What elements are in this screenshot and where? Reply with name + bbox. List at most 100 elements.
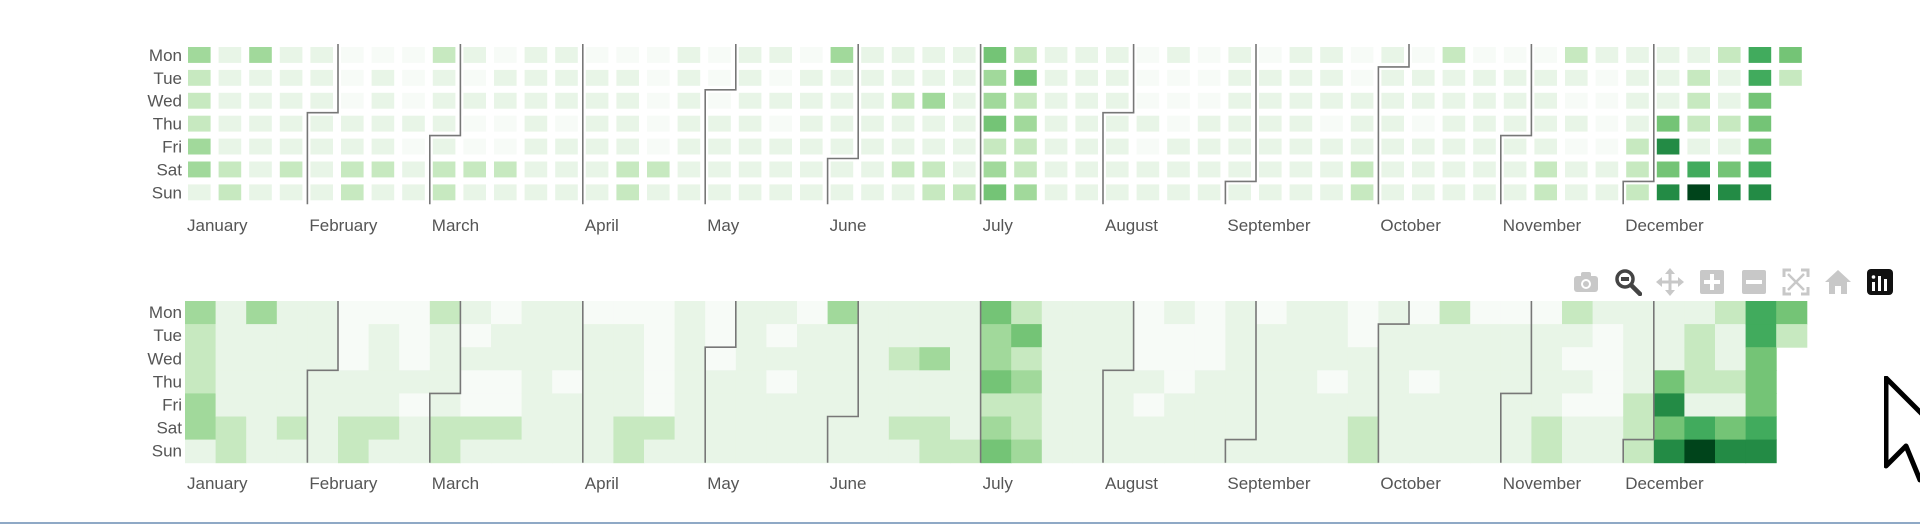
heatmap-cell[interactable] (1500, 416, 1532, 441)
heatmap-cell[interactable] (858, 347, 890, 371)
heatmap-cell[interactable] (1072, 347, 1104, 371)
heatmap-cell[interactable] (279, 138, 303, 155)
heatmap-cell[interactable] (922, 115, 945, 132)
heatmap-cell[interactable] (1286, 347, 1318, 371)
heatmap-cell[interactable] (1412, 69, 1435, 86)
heatmap-cell[interactable] (1503, 115, 1527, 132)
heatmap-cell[interactable] (1011, 301, 1043, 325)
heatmap-cell[interactable] (1562, 393, 1594, 417)
heatmap-cell[interactable] (1011, 393, 1043, 417)
heatmap-cell[interactable] (249, 161, 272, 178)
heatmap-cell[interactable] (1595, 92, 1619, 109)
heatmap-cell[interactable] (1595, 115, 1619, 132)
heatmap-cell[interactable] (524, 161, 548, 178)
heatmap-cell[interactable] (368, 393, 400, 417)
heatmap-cell[interactable] (494, 184, 517, 201)
heatmap-cell[interactable] (463, 115, 486, 132)
heatmap-cell[interactable] (429, 324, 461, 348)
pan-button[interactable] (1652, 264, 1688, 300)
heatmap-cell[interactable] (338, 370, 370, 394)
heatmap-cell[interactable] (705, 416, 737, 441)
heatmap-cell[interactable] (1350, 115, 1374, 132)
heatmap-cell[interactable] (1748, 184, 1772, 201)
heatmap-cell[interactable] (1623, 347, 1655, 371)
heatmap-cell[interactable] (953, 138, 976, 155)
heatmap-cell[interactable] (1044, 47, 1068, 63)
heatmap-cell[interactable] (1167, 184, 1190, 201)
heatmap-cell[interactable] (1011, 416, 1043, 441)
heatmap-cell[interactable] (1164, 416, 1196, 441)
heatmap-cell[interactable] (827, 439, 859, 464)
heatmap-cell[interactable] (950, 393, 982, 417)
heatmap-cell[interactable] (1286, 324, 1318, 348)
heatmap-cell[interactable] (276, 439, 308, 464)
heatmap-cell[interactable] (922, 69, 945, 86)
heatmap-cell[interactable] (705, 347, 737, 371)
heatmap-cell[interactable] (1228, 138, 1251, 155)
heatmap-cell[interactable] (341, 47, 364, 63)
heatmap-cell[interactable] (613, 347, 645, 371)
heatmap-cell[interactable] (1626, 184, 1649, 201)
heatmap-cell[interactable] (460, 416, 492, 441)
heatmap-cell[interactable] (1347, 347, 1379, 371)
heatmap-cell[interactable] (738, 92, 762, 109)
heatmap-cell[interactable] (1409, 324, 1441, 348)
heatmap-cell[interactable] (1256, 301, 1288, 325)
heatmap-cell[interactable] (1167, 138, 1190, 155)
heatmap-cell[interactable] (1592, 301, 1624, 325)
heatmap-cell[interactable] (215, 347, 247, 371)
heatmap-cell[interactable] (616, 92, 639, 109)
heatmap-cell[interactable] (246, 393, 278, 417)
heatmap-cell[interactable] (1289, 115, 1313, 132)
heatmap-cell[interactable] (1656, 115, 1680, 132)
heatmap-cell[interactable] (402, 161, 425, 178)
heatmap-cell[interactable] (341, 184, 364, 201)
heatmap-cell[interactable] (1503, 69, 1527, 86)
heatmap-cell[interactable] (1592, 439, 1624, 464)
heatmap-cell[interactable] (797, 439, 829, 464)
heatmap-cell[interactable] (215, 439, 247, 464)
heatmap-cell[interactable] (1592, 393, 1624, 417)
heatmap-cell[interactable] (368, 347, 400, 371)
heatmap-cell[interactable] (249, 184, 272, 201)
heatmap-cell[interactable] (919, 416, 951, 441)
heatmap-cell[interactable] (1718, 115, 1741, 132)
heatmap-cell[interactable] (797, 301, 829, 325)
heatmap-cell[interactable] (1656, 161, 1680, 178)
heatmap-cell[interactable] (766, 324, 798, 348)
heatmap-cell[interactable] (1259, 92, 1282, 109)
heatmap-cell[interactable] (1041, 370, 1073, 394)
heatmap-cell[interactable] (1592, 370, 1624, 394)
heatmap-cell[interactable] (888, 393, 920, 417)
heatmap-cell[interactable] (1684, 324, 1716, 348)
heatmap-cell[interactable] (1473, 184, 1496, 201)
heatmap-cell[interactable] (1133, 347, 1165, 371)
heatmap-cell[interactable] (585, 92, 609, 109)
heatmap-cell[interactable] (980, 439, 1012, 464)
heatmap-cell[interactable] (1136, 69, 1160, 86)
heatmap-cell[interactable] (677, 184, 701, 201)
heatmap-cell[interactable] (521, 301, 553, 325)
heatmap-cell[interactable] (674, 370, 706, 394)
zoom-in-button[interactable] (1694, 264, 1730, 300)
heatmap-cell[interactable] (950, 301, 982, 325)
heatmap-cell[interactable] (1259, 47, 1282, 63)
heatmap-cell[interactable] (953, 92, 976, 109)
heatmap-cell[interactable] (399, 324, 431, 348)
heatmap-cell[interactable] (797, 324, 829, 348)
heatmap-cell[interactable] (185, 347, 217, 371)
heatmap-cell[interactable] (582, 324, 614, 348)
heatmap-cell[interactable] (1228, 92, 1251, 109)
heatmap-cell[interactable] (1381, 69, 1404, 86)
heatmap-cell[interactable] (307, 347, 339, 371)
heatmap-cell[interactable] (402, 115, 425, 132)
heatmap-cell[interactable] (552, 393, 584, 417)
heatmap-cell[interactable] (249, 47, 272, 63)
heatmap-cell[interactable] (1075, 69, 1098, 86)
heatmap-cell[interactable] (582, 301, 614, 325)
heatmap-cell[interactable] (1044, 69, 1068, 86)
heatmap-cell[interactable] (463, 161, 486, 178)
heatmap-cell[interactable] (1626, 115, 1649, 132)
heatmap-cell[interactable] (1412, 138, 1435, 155)
heatmap-cell[interactable] (218, 69, 242, 86)
